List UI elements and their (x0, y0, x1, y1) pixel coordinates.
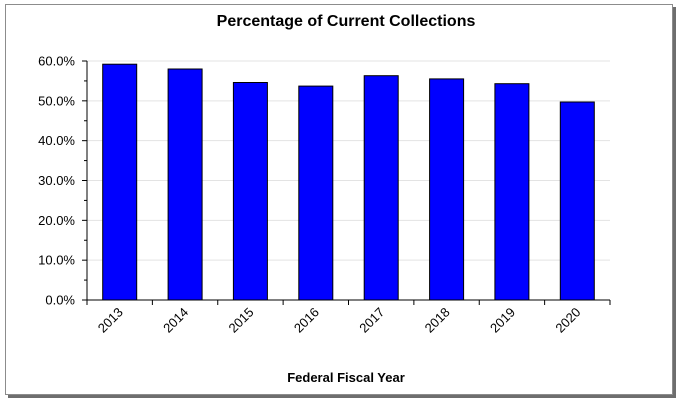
bar-2015 (232, 82, 268, 301)
y-tick-label: 10.0% (38, 253, 75, 268)
bar-2020 (559, 101, 595, 301)
y-tick-label: 50.0% (38, 93, 75, 108)
x-tick-labels: 2013 2014 2015 2016 2017 2018 2019 2020 (95, 305, 584, 336)
bar-2013 (102, 63, 138, 301)
x-tick-label: 2019 (487, 305, 518, 336)
x-tick-label: 2016 (291, 305, 322, 336)
x-axis-label: Federal Fiscal Year (287, 370, 405, 385)
y-tick-label: 30.0% (38, 173, 75, 188)
chart-title: Percentage of Current Collections (217, 13, 476, 30)
x-tick-label: 2017 (356, 305, 387, 336)
x-tick-label: 2014 (160, 305, 191, 336)
y-tick-label: 60.0% (38, 54, 75, 69)
bar-2017 (363, 75, 399, 301)
y-tick-label: 0.0% (45, 293, 75, 308)
x-tick-label: 2015 (226, 305, 257, 336)
bar-2019 (494, 83, 530, 301)
y-tick-label: 20.0% (38, 213, 75, 228)
bar-2018 (429, 78, 465, 301)
y-tick-labels: 0.0% 10.0% 20.0% 30.0% 40.0% 50.0% 60.0% (38, 54, 75, 308)
axes (82, 60, 611, 305)
bar-2016 (298, 85, 334, 301)
grid-lines (87, 60, 610, 261)
bars (102, 63, 595, 301)
x-tick-label: 2013 (95, 305, 126, 336)
y-tick-label: 40.0% (38, 133, 75, 148)
bar-2014 (167, 68, 203, 301)
x-tick-label: 2018 (422, 305, 453, 336)
x-tick-label: 2020 (552, 305, 583, 336)
